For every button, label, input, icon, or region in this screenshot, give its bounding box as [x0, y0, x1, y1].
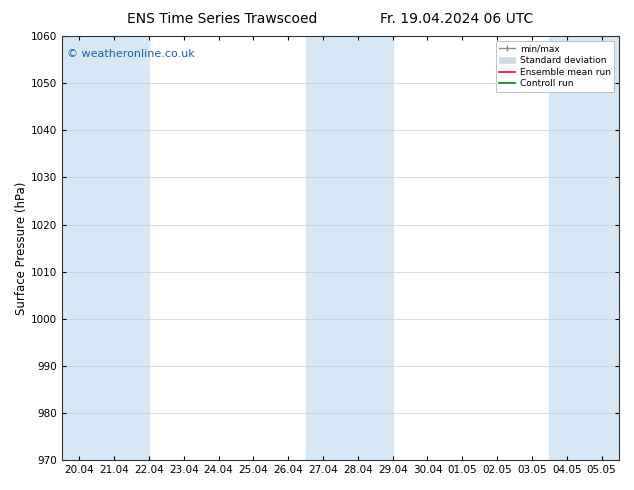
Text: © weatheronline.co.uk: © weatheronline.co.uk — [67, 49, 195, 59]
Legend: min/max, Standard deviation, Ensemble mean run, Controll run: min/max, Standard deviation, Ensemble me… — [496, 41, 614, 92]
Y-axis label: Surface Pressure (hPa): Surface Pressure (hPa) — [15, 181, 28, 315]
Text: ENS Time Series Trawscoed: ENS Time Series Trawscoed — [127, 12, 317, 26]
Bar — [306, 36, 392, 460]
Text: Fr. 19.04.2024 06 UTC: Fr. 19.04.2024 06 UTC — [380, 12, 533, 26]
Bar — [550, 36, 619, 460]
Bar — [62, 36, 149, 460]
